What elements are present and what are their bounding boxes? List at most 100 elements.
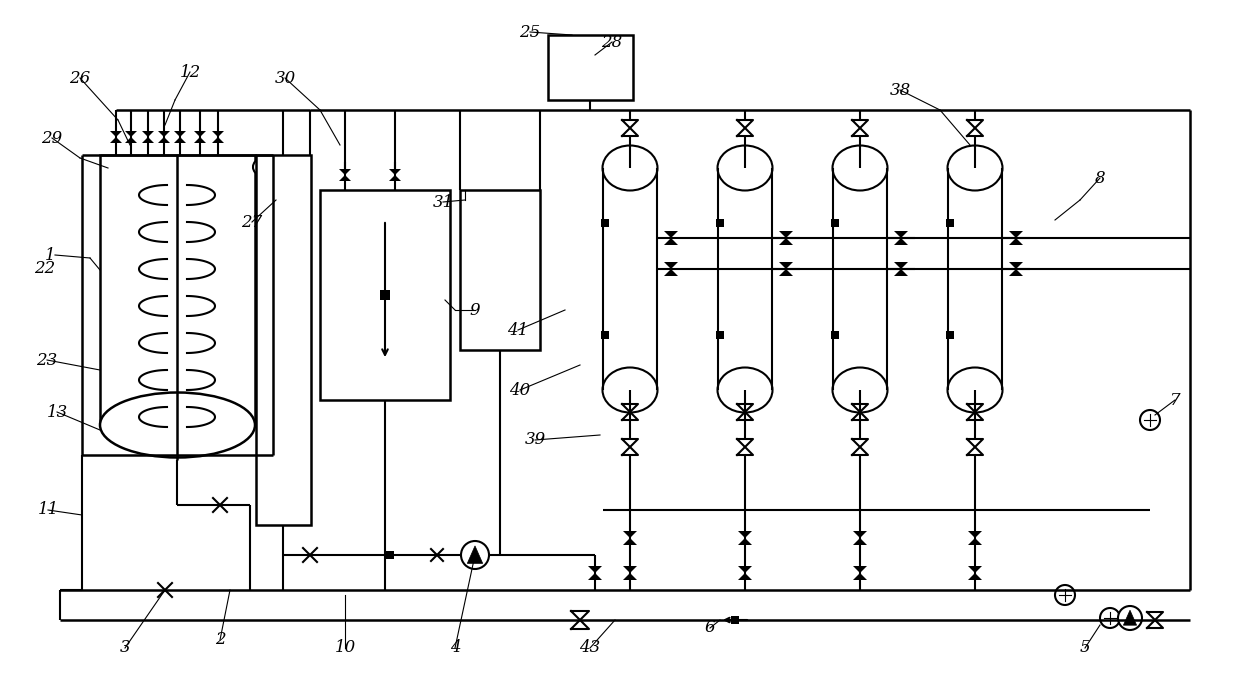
Text: 10: 10 xyxy=(335,640,356,656)
Ellipse shape xyxy=(603,146,657,190)
Ellipse shape xyxy=(947,146,1002,190)
Polygon shape xyxy=(622,566,637,573)
Polygon shape xyxy=(212,131,224,137)
Polygon shape xyxy=(193,137,206,143)
Bar xyxy=(320,190,450,400)
Polygon shape xyxy=(732,616,739,624)
Ellipse shape xyxy=(832,368,888,413)
Circle shape xyxy=(1055,585,1075,605)
Ellipse shape xyxy=(832,146,888,190)
Polygon shape xyxy=(1009,269,1023,276)
Text: 25: 25 xyxy=(520,23,541,41)
Text: 6: 6 xyxy=(704,620,715,636)
Polygon shape xyxy=(622,573,637,580)
Polygon shape xyxy=(143,131,154,137)
Polygon shape xyxy=(968,531,982,538)
Text: 12: 12 xyxy=(180,63,201,81)
Ellipse shape xyxy=(100,393,255,457)
Polygon shape xyxy=(894,231,908,238)
Polygon shape xyxy=(157,137,170,143)
Bar xyxy=(460,190,539,350)
Polygon shape xyxy=(738,531,751,538)
Polygon shape xyxy=(663,269,678,276)
Circle shape xyxy=(1118,606,1142,630)
Circle shape xyxy=(461,541,489,569)
Polygon shape xyxy=(779,262,794,269)
Ellipse shape xyxy=(603,368,657,413)
Text: 43: 43 xyxy=(579,640,600,656)
Circle shape xyxy=(253,159,269,175)
Text: 9: 9 xyxy=(470,302,480,319)
Text: 13: 13 xyxy=(46,404,68,420)
Polygon shape xyxy=(663,231,678,238)
Text: 4: 4 xyxy=(450,640,460,656)
Polygon shape xyxy=(1009,231,1023,238)
Text: 30: 30 xyxy=(274,70,295,86)
Polygon shape xyxy=(779,231,794,238)
Text: 31: 31 xyxy=(433,193,454,210)
Circle shape xyxy=(1100,608,1120,628)
Polygon shape xyxy=(853,566,867,573)
Polygon shape xyxy=(715,331,724,339)
Text: 8: 8 xyxy=(1095,170,1105,186)
Text: 11: 11 xyxy=(37,502,58,518)
Ellipse shape xyxy=(947,368,1002,413)
Text: 7: 7 xyxy=(1169,391,1180,408)
Polygon shape xyxy=(174,137,186,143)
Polygon shape xyxy=(143,137,154,143)
Polygon shape xyxy=(853,573,867,580)
Text: 5: 5 xyxy=(1080,640,1090,656)
Polygon shape xyxy=(389,175,401,181)
Text: 40: 40 xyxy=(510,382,531,399)
Polygon shape xyxy=(157,131,170,137)
Polygon shape xyxy=(779,238,794,245)
Text: 28: 28 xyxy=(601,34,622,50)
Polygon shape xyxy=(467,546,482,564)
Polygon shape xyxy=(1009,262,1023,269)
Text: 39: 39 xyxy=(525,431,546,448)
Polygon shape xyxy=(379,290,391,300)
Polygon shape xyxy=(894,269,908,276)
Polygon shape xyxy=(389,169,401,175)
Polygon shape xyxy=(125,131,136,137)
Polygon shape xyxy=(601,331,609,339)
Polygon shape xyxy=(1123,610,1137,625)
Polygon shape xyxy=(968,573,982,580)
Polygon shape xyxy=(212,137,224,143)
Polygon shape xyxy=(715,219,724,227)
Bar xyxy=(548,35,632,100)
Text: 27: 27 xyxy=(242,213,263,230)
Polygon shape xyxy=(110,131,122,137)
Polygon shape xyxy=(588,566,601,573)
Text: 2: 2 xyxy=(215,631,226,649)
Polygon shape xyxy=(339,175,351,181)
Polygon shape xyxy=(738,566,751,573)
Polygon shape xyxy=(1009,238,1023,245)
Polygon shape xyxy=(738,538,751,545)
Ellipse shape xyxy=(718,368,773,413)
Polygon shape xyxy=(125,137,136,143)
Polygon shape xyxy=(622,538,637,545)
Polygon shape xyxy=(831,331,839,339)
Text: 38: 38 xyxy=(889,81,910,99)
Polygon shape xyxy=(946,331,954,339)
Text: 22: 22 xyxy=(35,259,56,277)
Polygon shape xyxy=(894,262,908,269)
Text: 1: 1 xyxy=(45,246,56,264)
Polygon shape xyxy=(339,169,351,175)
Polygon shape xyxy=(110,137,122,143)
Polygon shape xyxy=(831,219,839,227)
Polygon shape xyxy=(601,219,609,227)
Text: 3: 3 xyxy=(120,640,130,656)
Polygon shape xyxy=(588,573,601,580)
Polygon shape xyxy=(622,531,637,538)
Polygon shape xyxy=(738,573,751,580)
Polygon shape xyxy=(968,538,982,545)
Polygon shape xyxy=(853,538,867,545)
Polygon shape xyxy=(853,531,867,538)
Circle shape xyxy=(1140,410,1159,430)
Polygon shape xyxy=(968,566,982,573)
Polygon shape xyxy=(663,238,678,245)
Bar xyxy=(100,155,255,425)
Polygon shape xyxy=(946,219,954,227)
